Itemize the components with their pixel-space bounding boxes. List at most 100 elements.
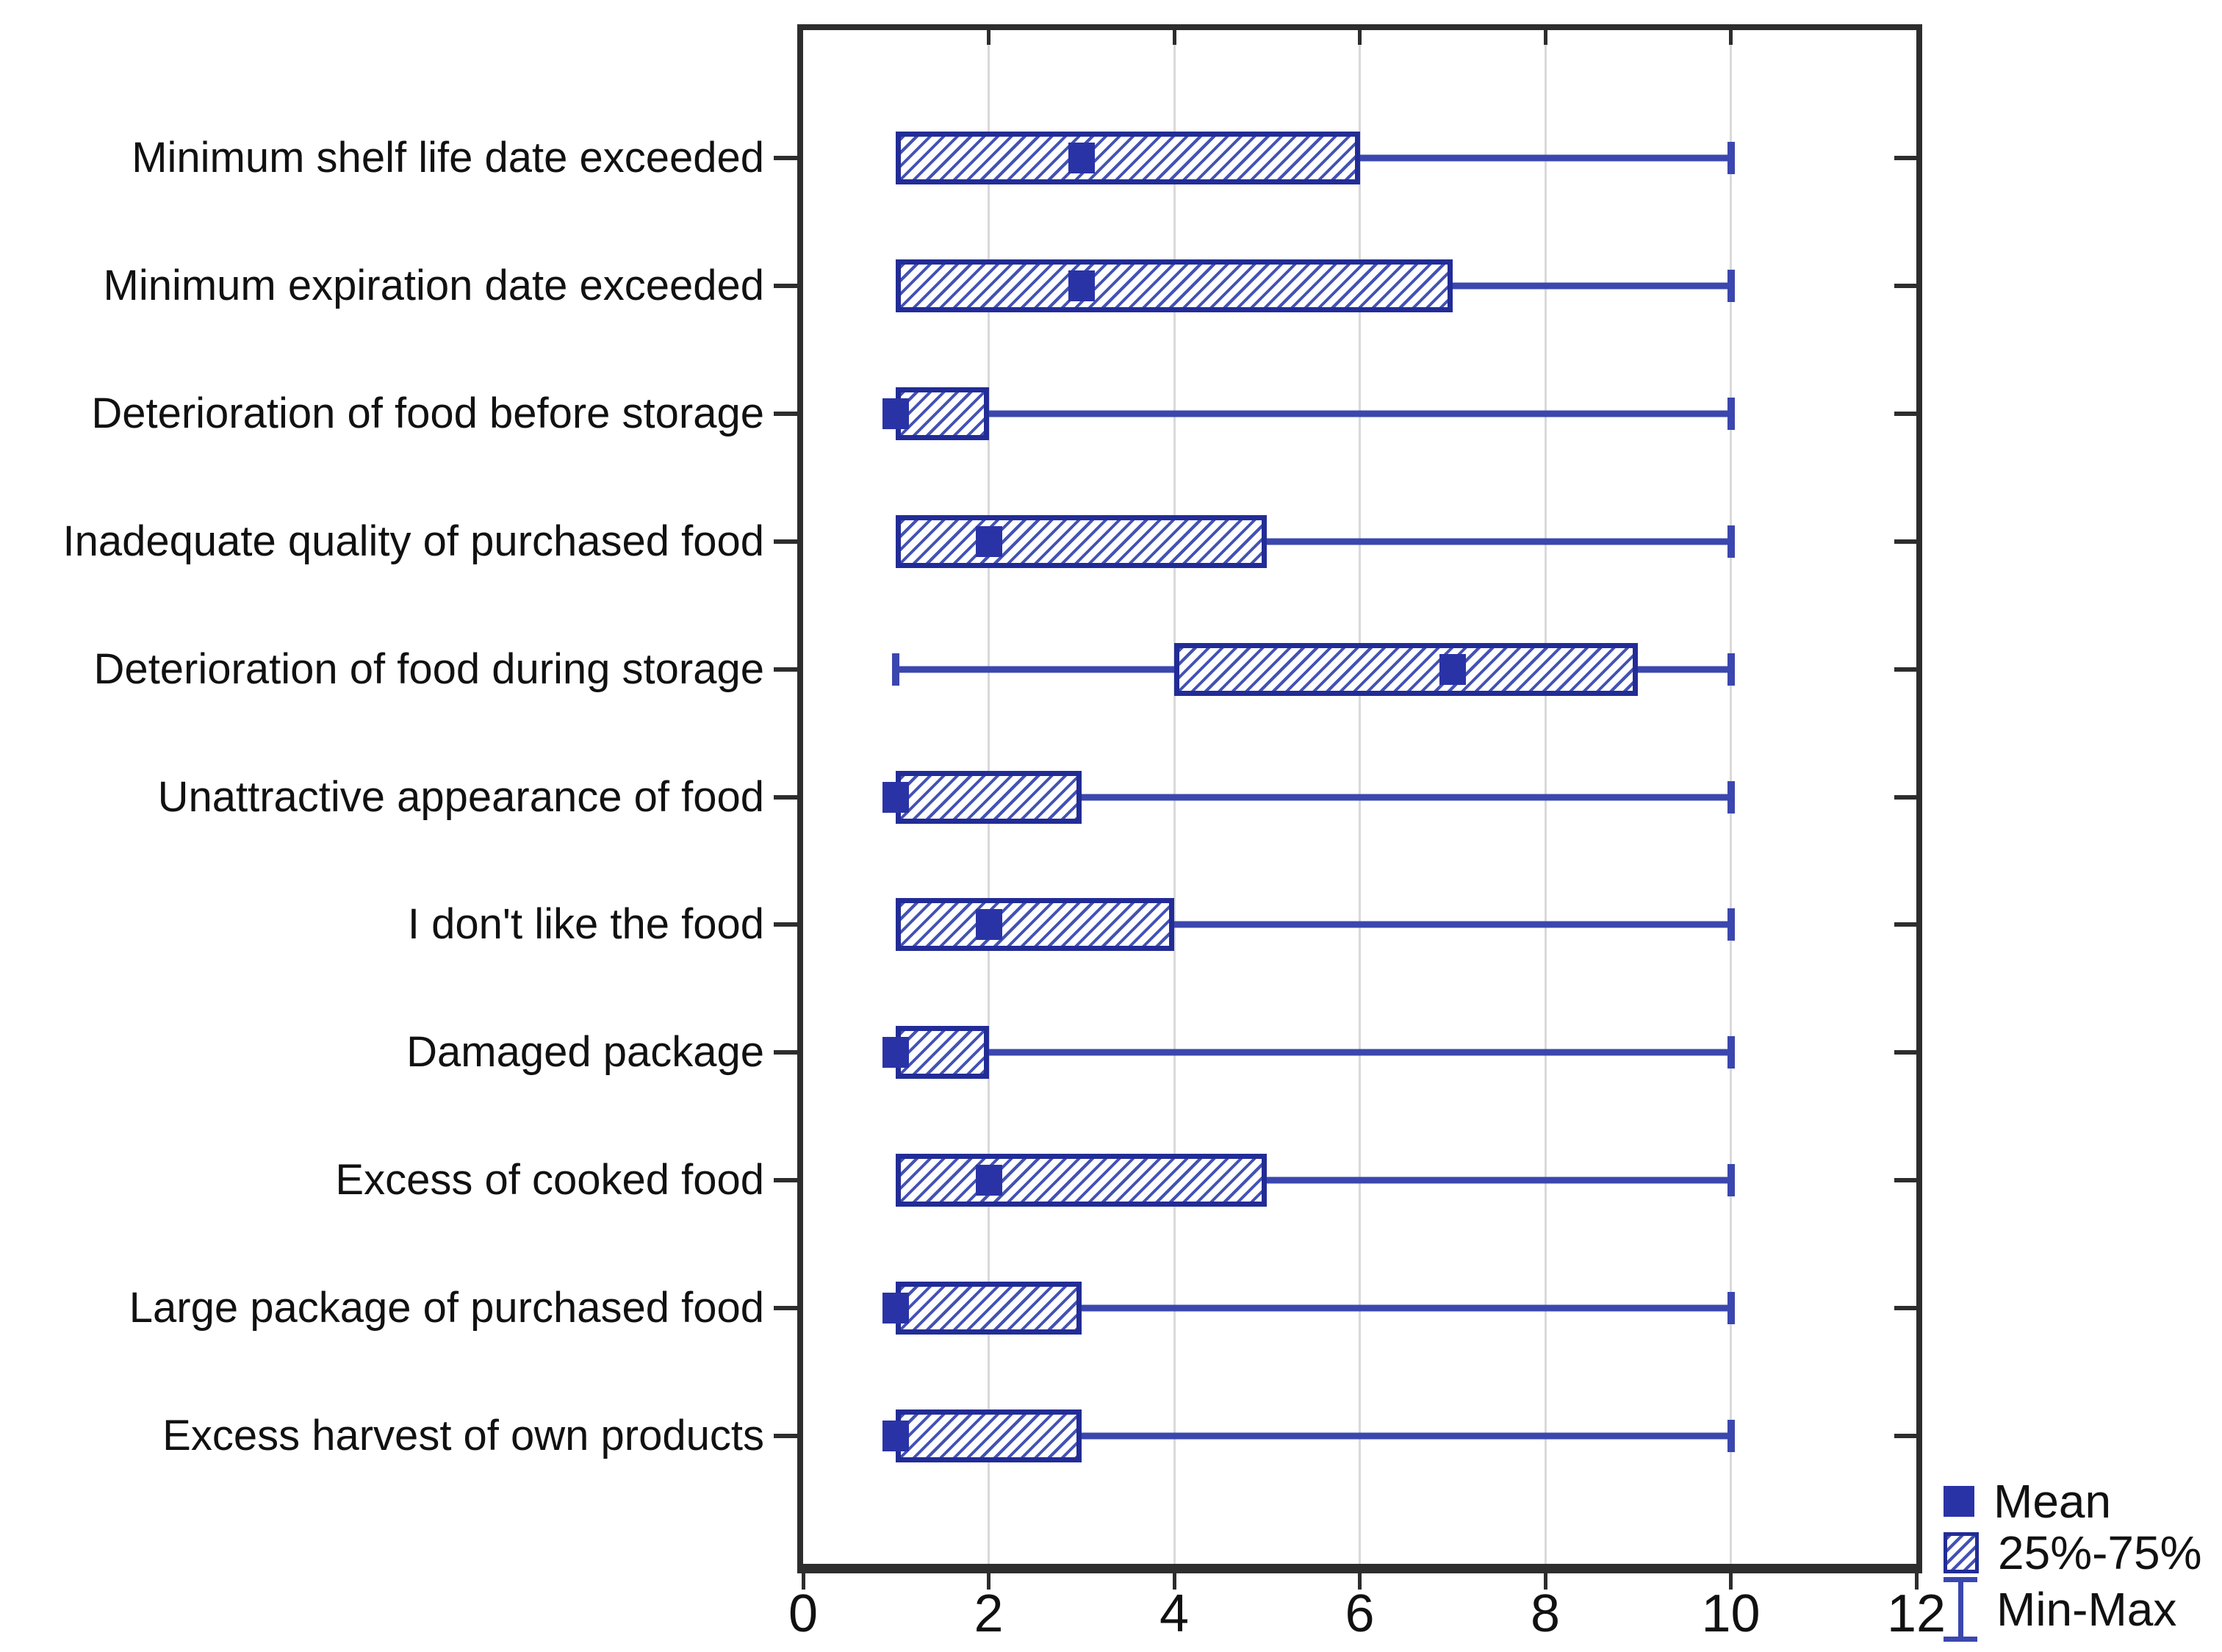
x-tick-label-10: 10 bbox=[1701, 1584, 1761, 1643]
legend-label-iqr: 25%-75% bbox=[1998, 1526, 2202, 1579]
category-label-3: Inadequate quality of purchased food bbox=[62, 517, 764, 565]
mean-marker-0 bbox=[1068, 142, 1095, 173]
mean-marker-icon bbox=[1944, 1486, 1974, 1517]
x-tick-label-12: 12 bbox=[1886, 1584, 1946, 1643]
plot-area bbox=[774, 24, 1922, 1590]
whisker-right-1 bbox=[1452, 282, 1731, 290]
legend-item-iqr: 25%-75% bbox=[1944, 1527, 2202, 1579]
whisker-right-3 bbox=[1267, 538, 1731, 545]
iqr-box-8 bbox=[896, 1154, 1268, 1207]
whisker-right-5 bbox=[1081, 794, 1731, 800]
category-label-10: Excess harvest of own products bbox=[162, 1412, 764, 1460]
x-tick-top-2 bbox=[987, 30, 990, 45]
y-tick-left-5 bbox=[774, 794, 797, 800]
y-tick-right-7 bbox=[1894, 1050, 1916, 1055]
whisker-right-10 bbox=[1081, 1432, 1731, 1440]
category-label-4: Deterioration of food during storage bbox=[93, 644, 764, 693]
iqr-box-5 bbox=[896, 770, 1082, 824]
x-tick-top-8 bbox=[1543, 30, 1547, 45]
x-tick-8 bbox=[1543, 1573, 1547, 1590]
iqr-box-2 bbox=[896, 387, 989, 440]
whisker-right-8 bbox=[1267, 1177, 1731, 1184]
x-tick-label-8: 8 bbox=[1530, 1584, 1561, 1643]
max-cap-4 bbox=[1727, 653, 1735, 686]
legend-label-mean: Mean bbox=[1993, 1475, 2112, 1528]
category-label-6: I don't like the food bbox=[407, 900, 764, 949]
category-label-9: Large package of purchased food bbox=[129, 1284, 764, 1332]
iqr-box-icon bbox=[1944, 1532, 1979, 1573]
x-tick-top-10 bbox=[1729, 30, 1733, 45]
category-label-5: Unattractive appearance of food bbox=[157, 772, 764, 821]
mean-marker-1 bbox=[1068, 270, 1095, 301]
y-tick-right-6 bbox=[1894, 922, 1916, 927]
legend-item-minmax: Min-Max bbox=[1944, 1577, 2176, 1642]
mean-marker-3 bbox=[975, 525, 1002, 557]
iqr-box-10 bbox=[896, 1409, 1082, 1463]
max-cap-5 bbox=[1727, 780, 1735, 814]
y-tick-right-1 bbox=[1894, 283, 1916, 288]
category-label-8: Excess of cooked food bbox=[335, 1156, 764, 1204]
y-tick-left-8 bbox=[774, 1178, 797, 1183]
max-cap-0 bbox=[1727, 141, 1735, 174]
category-label-7: Damaged package bbox=[406, 1028, 764, 1077]
x-tick-top-4 bbox=[1172, 30, 1176, 45]
x-tick-label-0: 0 bbox=[788, 1584, 819, 1643]
iqr-box-3 bbox=[896, 514, 1268, 568]
whisker-right-0 bbox=[1359, 154, 1731, 162]
iqr-box-9 bbox=[896, 1282, 1082, 1335]
y-tick-right-4 bbox=[1894, 667, 1916, 672]
y-tick-left-2 bbox=[774, 411, 797, 416]
category-label-2: Deterioration of food before storage bbox=[91, 389, 764, 437]
mean-marker-2 bbox=[882, 398, 910, 429]
legend-label-minmax: Min-Max bbox=[1996, 1583, 2177, 1636]
y-tick-right-9 bbox=[1894, 1306, 1916, 1311]
iqr-box-4 bbox=[1174, 642, 1639, 696]
y-tick-left-6 bbox=[774, 922, 797, 927]
y-tick-left-4 bbox=[774, 667, 797, 672]
max-cap-2 bbox=[1727, 397, 1735, 430]
x-tick-6 bbox=[1358, 1573, 1362, 1590]
x-tick-label-2: 2 bbox=[974, 1584, 1004, 1643]
y-tick-right-5 bbox=[1894, 794, 1916, 800]
max-cap-10 bbox=[1727, 1420, 1735, 1453]
max-cap-8 bbox=[1727, 1164, 1735, 1197]
x-tick-2 bbox=[987, 1573, 990, 1590]
min-cap-4 bbox=[892, 653, 900, 686]
y-tick-left-1 bbox=[774, 283, 797, 288]
y-tick-right-10 bbox=[1894, 1434, 1916, 1439]
mean-marker-4 bbox=[1439, 653, 1466, 685]
y-tick-left-7 bbox=[774, 1050, 797, 1055]
y-tick-left-3 bbox=[774, 539, 797, 544]
y-tick-right-8 bbox=[1894, 1178, 1916, 1183]
whisker-right-6 bbox=[1174, 921, 1731, 928]
x-tick-0 bbox=[801, 1573, 805, 1590]
iqr-box-1 bbox=[896, 259, 1453, 312]
max-cap-7 bbox=[1727, 1036, 1735, 1069]
x-tick-label-4: 4 bbox=[1159, 1584, 1190, 1643]
x-tick-label-6: 6 bbox=[1345, 1584, 1375, 1643]
iqr-box-0 bbox=[896, 131, 1360, 184]
whisker-right-4 bbox=[1638, 666, 1731, 673]
y-tick-left-9 bbox=[774, 1306, 797, 1311]
mean-marker-9 bbox=[882, 1293, 910, 1324]
whisker-right-2 bbox=[988, 410, 1731, 417]
y-tick-right-2 bbox=[1894, 411, 1916, 416]
x-tick-12 bbox=[1914, 1573, 1919, 1590]
mean-marker-10 bbox=[882, 1421, 910, 1452]
whisker-left-4 bbox=[896, 666, 1174, 673]
max-cap-9 bbox=[1727, 1292, 1735, 1325]
whisker-right-7 bbox=[988, 1049, 1731, 1056]
iqr-box-6 bbox=[896, 898, 1174, 952]
legend-item-mean: Mean bbox=[1944, 1476, 2111, 1527]
mean-marker-5 bbox=[882, 781, 910, 813]
y-tick-right-3 bbox=[1894, 539, 1916, 544]
whisker-right-9 bbox=[1081, 1304, 1731, 1312]
x-tick-4 bbox=[1172, 1573, 1176, 1590]
max-cap-6 bbox=[1727, 908, 1735, 941]
max-cap-3 bbox=[1727, 525, 1735, 558]
x-tick-top-6 bbox=[1358, 30, 1362, 45]
category-label-0: Minimum shelf life date exceeded bbox=[132, 133, 764, 182]
mean-marker-7 bbox=[882, 1037, 910, 1069]
iqr-box-7 bbox=[896, 1026, 989, 1080]
